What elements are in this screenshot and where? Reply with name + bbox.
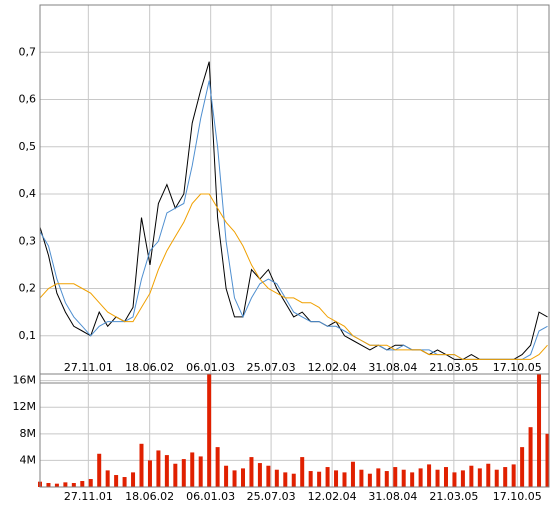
volume-bar xyxy=(350,461,355,487)
volume-bar xyxy=(317,471,322,487)
volume-bar xyxy=(469,465,474,487)
x-tick-label: 17.10.05 xyxy=(493,361,542,374)
volume-bar xyxy=(97,453,102,487)
volume-bar xyxy=(274,469,279,487)
y-tick-label: 0,6 xyxy=(19,93,37,106)
x-tick-label: 27.11.01 xyxy=(64,490,113,503)
x-tick-label: 21.03.05 xyxy=(429,490,478,503)
volume-bar xyxy=(122,477,127,487)
volume-bar xyxy=(410,472,415,487)
volume-bar xyxy=(393,467,398,487)
volume-bar xyxy=(181,459,186,487)
volume-bar xyxy=(249,457,254,487)
x-tick-label: 12.02.04 xyxy=(308,490,357,503)
volume-bar xyxy=(435,469,440,487)
price-line xyxy=(39,61,548,360)
x-tick-label: 31.08.04 xyxy=(368,490,417,503)
volume-bar xyxy=(266,465,271,487)
plot-frame xyxy=(39,4,550,384)
volume-bar xyxy=(173,463,178,487)
y-tick-label: 0,7 xyxy=(19,45,37,58)
volume-bar xyxy=(207,374,212,487)
x-tick-label: 25.07.03 xyxy=(247,490,296,503)
volume-bar xyxy=(147,460,152,487)
y-tick-label: 0,4 xyxy=(19,187,37,200)
volume-bar xyxy=(443,467,448,487)
volume-bar xyxy=(156,450,161,487)
volume-bar xyxy=(308,471,313,487)
volume-bar xyxy=(215,447,220,487)
x-tick-label: 06.01.03 xyxy=(186,361,235,374)
volume-bar xyxy=(139,443,144,487)
volume-bar xyxy=(283,472,288,487)
x-tick-label: 27.11.01 xyxy=(64,361,113,374)
volume-bar xyxy=(537,374,542,487)
y-tick-label: 12M xyxy=(13,400,37,413)
volume-bar xyxy=(164,455,169,487)
volume-bar xyxy=(114,475,119,487)
volume-bar xyxy=(291,473,296,487)
volume-bar xyxy=(325,467,330,487)
y-tick-label: 0,3 xyxy=(19,234,37,247)
volume-bar xyxy=(300,457,305,487)
x-tick-label: 17.10.05 xyxy=(493,490,542,503)
x-tick-label: 12.02.04 xyxy=(308,361,357,374)
volume-bar xyxy=(198,456,203,487)
volume-bar xyxy=(190,452,195,487)
volume-bar xyxy=(46,483,51,487)
x-tick-label: 21.03.05 xyxy=(429,361,478,374)
volume-bar xyxy=(63,482,68,487)
y-tick-label: 4M xyxy=(20,453,37,466)
volume-bar xyxy=(334,470,339,487)
volume-bar xyxy=(494,469,499,487)
volume-bar xyxy=(88,479,93,487)
x-tick-label: 18.06.02 xyxy=(125,361,174,374)
volume-bar xyxy=(452,472,457,487)
y-tick-label: 0,5 xyxy=(19,140,37,153)
y-tick-label: 16M xyxy=(13,374,37,387)
volume-bar xyxy=(460,470,465,487)
y-tick-label: 8M xyxy=(20,427,37,440)
volume-bar xyxy=(376,468,381,487)
x-tick-label: 31.08.04 xyxy=(368,361,417,374)
volume-bar xyxy=(384,471,389,487)
volume-bar xyxy=(401,469,406,487)
plot-frame xyxy=(39,373,550,488)
volume-bar xyxy=(71,483,76,487)
volume-bar xyxy=(511,464,516,487)
volume-bar xyxy=(367,473,372,487)
volume-bar xyxy=(503,467,508,487)
x-tick-label: 06.01.03 xyxy=(186,490,235,503)
y-tick-label: 0,2 xyxy=(19,282,37,295)
volume-bar xyxy=(80,481,85,487)
price-line xyxy=(39,193,548,360)
volume-bar xyxy=(54,483,59,487)
volume-bar xyxy=(520,447,525,487)
y-tick-label: 0,1 xyxy=(19,329,37,342)
volume-bar xyxy=(418,468,423,487)
x-tick-label: 18.06.02 xyxy=(125,490,174,503)
volume-bar xyxy=(105,470,110,487)
volume-bar xyxy=(257,463,262,487)
x-tick-label: 25.07.03 xyxy=(247,361,296,374)
volume-bar xyxy=(131,472,136,487)
volume-bar xyxy=(477,468,482,487)
volume-bar xyxy=(545,433,550,487)
volume-bar xyxy=(240,468,245,487)
volume-bar xyxy=(486,463,491,487)
volume-bar xyxy=(359,469,364,487)
volume-bar xyxy=(232,470,237,487)
volume-bar xyxy=(427,464,432,487)
volume-bar xyxy=(342,472,347,487)
volume-bar xyxy=(528,427,533,487)
volume-bar xyxy=(224,465,229,487)
